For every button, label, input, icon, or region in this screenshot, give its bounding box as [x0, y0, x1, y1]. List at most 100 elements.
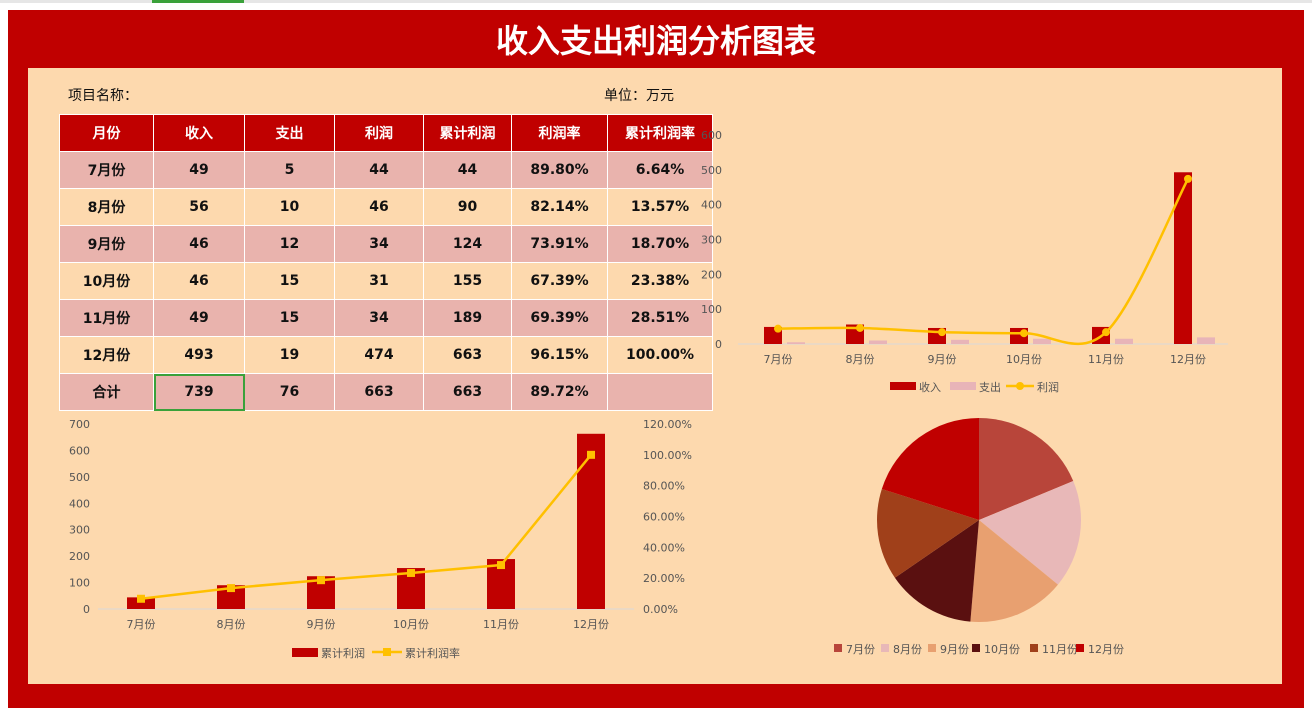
x-tick-label: 10月份	[393, 618, 429, 631]
y-tick-label: 300	[701, 234, 722, 247]
table-cell[interactable]: 69.39%	[511, 299, 608, 337]
table-cell[interactable]: 663	[334, 373, 424, 411]
table-cell[interactable]: 15	[244, 262, 335, 300]
table-cell[interactable]: 9月份	[59, 225, 154, 263]
table-cell[interactable]: 10月份	[59, 262, 154, 300]
table-cell[interactable]: 34	[334, 299, 424, 337]
x-tick-label: 11月份	[1088, 353, 1124, 366]
y2-tick-label: 20.00%	[643, 572, 685, 585]
table-cell[interactable]: 56	[153, 188, 245, 226]
y-tick-label: 400	[701, 199, 722, 212]
page-title: 收入支出利润分析图表	[495, 22, 816, 60]
table-row: 合计 739 76 663 663 89.72%	[59, 373, 713, 411]
table-cell[interactable]: 100.00%	[607, 336, 713, 374]
x-tick-label: 12月份	[573, 618, 609, 631]
table-cell[interactable]: 189	[423, 299, 512, 337]
table-cell[interactable]: 10	[244, 188, 335, 226]
legend-label: 12月份	[1088, 643, 1124, 656]
point-profit	[1102, 328, 1110, 337]
column-header[interactable]: 累计利润率	[607, 114, 713, 152]
bar-expense	[787, 342, 805, 344]
legend-label: 7月份	[846, 643, 875, 656]
line-cumulative-rate	[140, 454, 592, 601]
y-tick-label: 600	[69, 444, 90, 457]
table-row: 11月份 49 15 34 189 69.39% 28.51%	[59, 299, 713, 337]
table-cell[interactable]: 44	[334, 151, 424, 189]
point-profit	[1184, 174, 1192, 183]
point-profit	[938, 328, 946, 337]
table-cell[interactable]: 13.57%	[607, 188, 713, 226]
bar-cumulative-profit	[217, 585, 245, 609]
y-tick-label: 100	[701, 303, 722, 316]
column-header[interactable]: 收入	[153, 114, 245, 152]
legend-label: 利润	[1037, 380, 1059, 394]
table-cell[interactable]: 96.15%	[511, 336, 608, 374]
y2-tick-label: 120.00%	[643, 418, 692, 431]
table-cell[interactable]: 5	[244, 151, 335, 189]
column-header[interactable]: 利润率	[511, 114, 608, 152]
data-table: 月份 收入 支出 利润 累计利润 利润率 累计利润率 7月份 49 5 44 44 89.80% 6.6…	[59, 114, 713, 411]
table-cell[interactable]: 739	[153, 373, 245, 411]
point-profit	[774, 324, 782, 333]
table-cell[interactable]: 663	[423, 373, 512, 411]
table-cell[interactable]: 493	[153, 336, 245, 374]
table-cell[interactable]: 49	[153, 299, 245, 337]
table-cell[interactable]: 34	[334, 225, 424, 263]
table-cell[interactable]: 46	[153, 262, 245, 300]
table-row: 7月份 49 5 44 44 89.80% 6.64%	[59, 151, 713, 189]
table-cell[interactable]: 18.70%	[607, 225, 713, 263]
column-header[interactable]: 累计利润	[423, 114, 512, 152]
table-cell[interactable]: 663	[423, 336, 512, 374]
point-cumulative-rate	[227, 584, 235, 593]
y-tick-label: 700	[69, 418, 90, 431]
table-cell[interactable]: 31	[334, 262, 424, 300]
table-cell[interactable]: 15	[244, 299, 335, 337]
legend-label: 收入	[919, 380, 941, 394]
table-cell[interactable]: 124	[423, 225, 512, 263]
table-cell[interactable]	[607, 373, 713, 411]
bar-income	[1174, 172, 1192, 344]
table-cell[interactable]: 44	[423, 151, 512, 189]
table-cell[interactable]: 7月份	[59, 151, 154, 189]
table-cell[interactable]: 23.38%	[607, 262, 713, 300]
table-cell[interactable]: 474	[334, 336, 424, 374]
column-header[interactable]: 月份	[59, 114, 154, 152]
x-tick-label: 11月份	[483, 618, 519, 631]
point-cumulative-rate	[587, 450, 595, 459]
table-cell[interactable]: 155	[423, 262, 512, 300]
table-cell[interactable]: 76	[244, 373, 335, 411]
pie-slice	[979, 418, 1074, 520]
table-cell[interactable]: 12月份	[59, 336, 154, 374]
y2-tick-label: 80.00%	[643, 480, 685, 493]
column-header[interactable]: 支出	[244, 114, 335, 152]
y2-tick-label: 60.00%	[643, 511, 685, 524]
table-cell[interactable]: 19	[244, 336, 335, 374]
x-tick-label: 7月份	[127, 618, 156, 631]
table-cell[interactable]: 12	[244, 225, 335, 263]
x-tick-label: 10月份	[1006, 353, 1042, 366]
table-cell[interactable]: 8月份	[59, 188, 154, 226]
legend-label: 累计利润率	[405, 646, 460, 660]
legend-marker	[383, 648, 391, 656]
table-cell[interactable]: 28.51%	[607, 299, 713, 337]
y-tick-label: 0	[715, 338, 722, 351]
pie-slice	[970, 520, 1058, 622]
x-tick-label: 9月份	[928, 353, 957, 366]
legend-label: 支出	[979, 380, 1001, 394]
x-tick-label: 7月份	[764, 353, 793, 366]
table-cell[interactable]: 合计	[59, 373, 154, 411]
bar-expense	[951, 339, 969, 344]
y-tick-label: 100	[69, 577, 90, 590]
y-tick-label: 200	[69, 550, 90, 563]
top-bar	[0, 0, 1312, 3]
y-tick-label: 400	[69, 497, 90, 510]
point-profit	[856, 323, 864, 332]
point-cumulative-rate	[317, 576, 325, 585]
table-cell[interactable]: 89.72%	[511, 373, 608, 411]
x-tick-label: 8月份	[846, 353, 875, 366]
y2-tick-label: 40.00%	[643, 541, 685, 554]
table-cell[interactable]: 73.91%	[511, 225, 608, 263]
table-cell[interactable]: 67.39%	[511, 262, 608, 300]
column-header[interactable]: 利润	[334, 114, 424, 152]
